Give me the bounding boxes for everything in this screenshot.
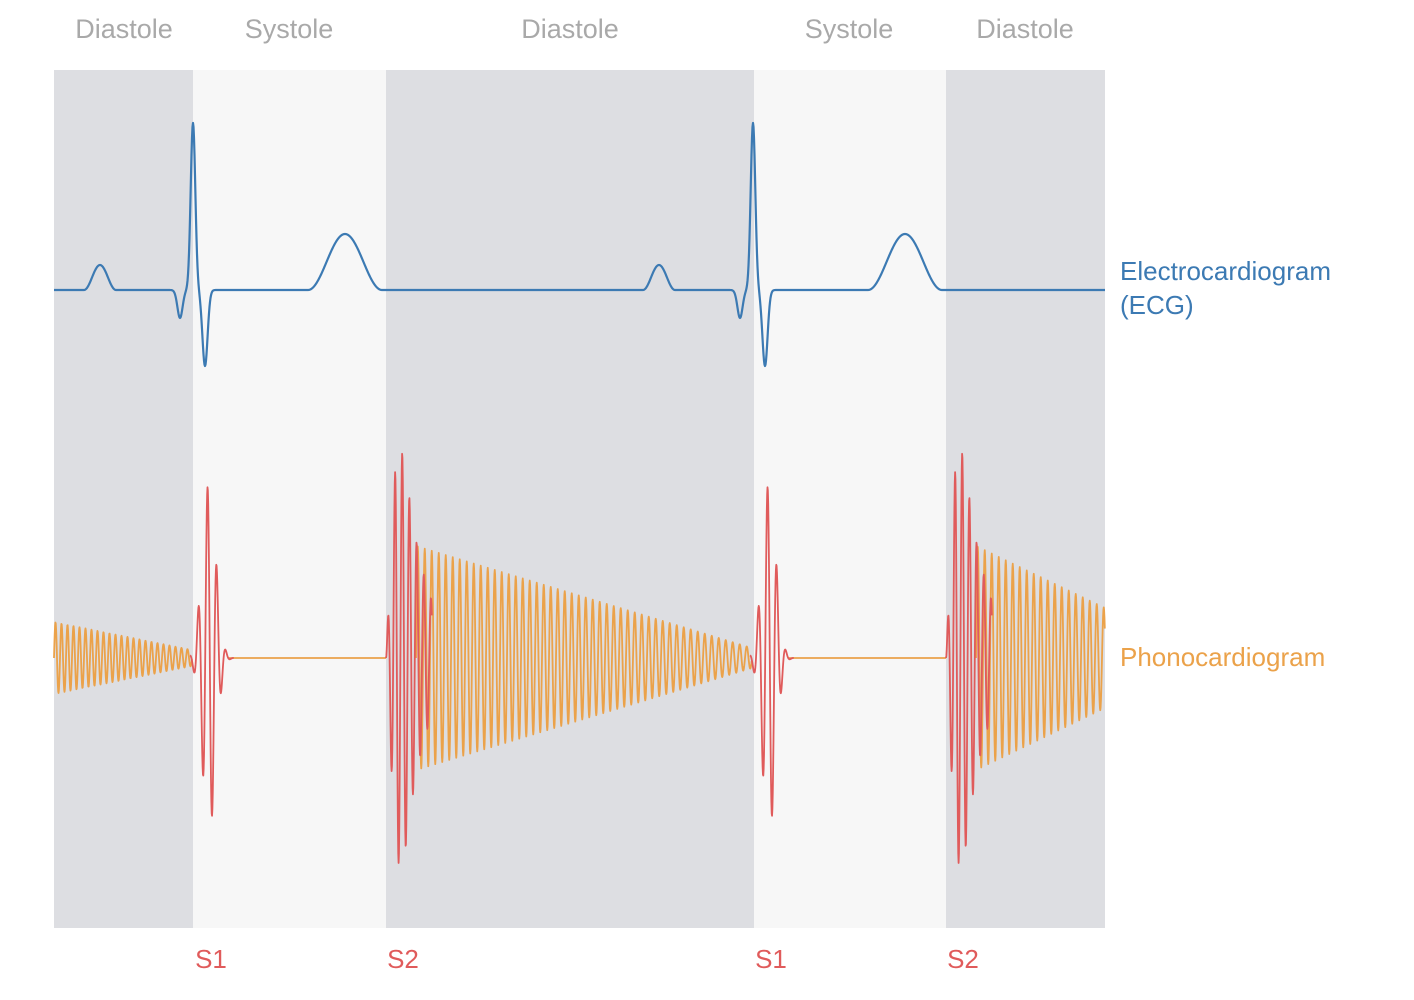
sound-label-s1-1: S1 <box>195 944 227 974</box>
heart-sound-s1-1 <box>189 486 235 817</box>
signal-traces <box>53 121 1106 864</box>
heart-sound-s1-2 <box>749 486 795 817</box>
pcg-label: Phonocardiogram <box>1120 642 1326 672</box>
heart-sound-s2-1 <box>385 452 433 864</box>
murmur-diastole-1 <box>53 621 193 694</box>
phase-label-diastole-2: Diastole <box>521 14 619 44</box>
phase-label-diastole-3: Diastole <box>976 14 1074 44</box>
ecg-label-line2: (ECG) <box>1120 290 1194 320</box>
murmur-diastole-2 <box>415 545 753 770</box>
ecg-trace <box>53 121 1106 368</box>
sound-label-s2-2: S2 <box>947 944 979 974</box>
ecg-label: Electrocardiogram (ECG) <box>1120 254 1331 322</box>
phase-label-diastole-1: Diastole <box>75 14 173 44</box>
phase-band-diastole-1 <box>54 70 193 928</box>
phase-band-systole-2 <box>193 70 386 928</box>
phase-band-systole-4 <box>754 70 946 928</box>
phase-band-diastole-3 <box>386 70 754 928</box>
heart-sound-s2-2 <box>945 452 993 864</box>
sound-label-s2-1: S2 <box>387 944 419 974</box>
ecg-label-line1: Electrocardiogram <box>1120 256 1331 286</box>
phase-label-systole-1: Systole <box>244 14 334 44</box>
sound-label-s1-2: S1 <box>755 944 787 974</box>
murmur-diastole-3 <box>975 545 1106 769</box>
phase-label-systole-2: Systole <box>804 14 894 44</box>
